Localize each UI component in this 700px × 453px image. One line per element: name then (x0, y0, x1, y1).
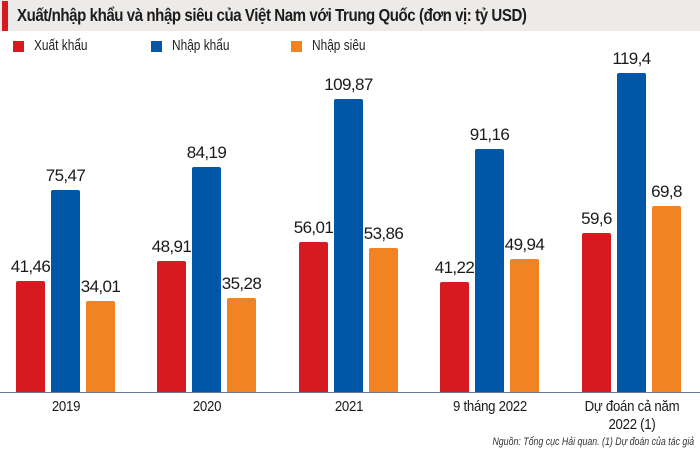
bar-nhap-khau (192, 167, 221, 392)
legend-label: Nhập siêu (312, 38, 366, 54)
bar-nhap-khau (51, 190, 80, 392)
legend-item-nhap-khau: Nhập khẩu (151, 38, 242, 54)
data-label: 41,22 (434, 258, 475, 277)
category-label-text: 2019 (51, 398, 81, 415)
bar-nhap-khau (617, 73, 646, 392)
category-label-2021: 2021 (279, 398, 419, 416)
category-label-2020: 2020 (137, 398, 277, 416)
legend-label: Xuất khẩu (34, 38, 88, 54)
category-label-2019: 2019 (0, 398, 136, 416)
data-label: 75,47 (45, 166, 86, 185)
bar-nhap-khau (334, 99, 363, 392)
data-label: 34,01 (80, 277, 121, 296)
legend-label: Nhập khẩu (172, 38, 230, 54)
legend-swatch-blue (151, 40, 162, 52)
x-axis-line (0, 392, 700, 393)
category-label-text: 2021 (334, 398, 364, 415)
data-label: 59,6 (581, 209, 612, 228)
bar-xuat-khau (299, 242, 328, 392)
category-label-9-thang-2022: 9 tháng 2022 (420, 398, 560, 416)
bar-xuat-khau (16, 281, 45, 392)
bar-nhap-sieu (652, 206, 681, 392)
bar-nhap-sieu (86, 301, 115, 392)
data-label: 84,19 (186, 143, 227, 162)
bar-nhap-sieu (227, 298, 256, 392)
bar-xuat-khau (440, 282, 469, 392)
category-label-text: 2022 (1) (608, 416, 656, 433)
data-label: 91,16 (469, 125, 510, 144)
category-label-du-doan-2022: Dự đoán cả năm 2022 (1) (562, 398, 700, 434)
bar-xuat-khau (157, 261, 186, 392)
bar-nhap-khau (475, 149, 504, 392)
category-label-text: 9 tháng 2022 (453, 398, 527, 415)
header-accent-bar (2, 1, 8, 31)
category-label-text: 2020 (192, 398, 222, 415)
data-label: 49,94 (504, 235, 545, 254)
category-label-text: Dự đoán cả năm (584, 398, 680, 415)
bar-nhap-sieu (510, 259, 539, 392)
legend-swatch-orange (291, 40, 302, 52)
data-label: 53,86 (363, 224, 404, 243)
data-label: 48,91 (151, 237, 192, 256)
data-label: 69,8 (651, 182, 682, 201)
legend-swatch-red (13, 40, 24, 52)
chart-header: Xuất/nhập khẩu và nhập siêu của Việt Nam… (0, 0, 700, 31)
legend-item-nhap-sieu: Nhập siêu (291, 38, 377, 54)
source-note: Nguồn: Tổng cục Hải quan. (1) Dự đoán củ… (492, 436, 694, 448)
legend-item-xuat-khau: Xuất khẩu (13, 38, 99, 54)
data-label: 119,4 (612, 49, 651, 68)
chart-title: Xuất/nhập khẩu và nhập siêu của Việt Nam… (17, 5, 527, 25)
data-label: 56,01 (293, 218, 334, 237)
data-label: 109,87 (324, 75, 373, 94)
data-label: 35,28 (221, 274, 262, 293)
bar-nhap-sieu (369, 248, 398, 392)
data-label: 41,46 (10, 257, 51, 276)
bar-xuat-khau (582, 233, 611, 392)
